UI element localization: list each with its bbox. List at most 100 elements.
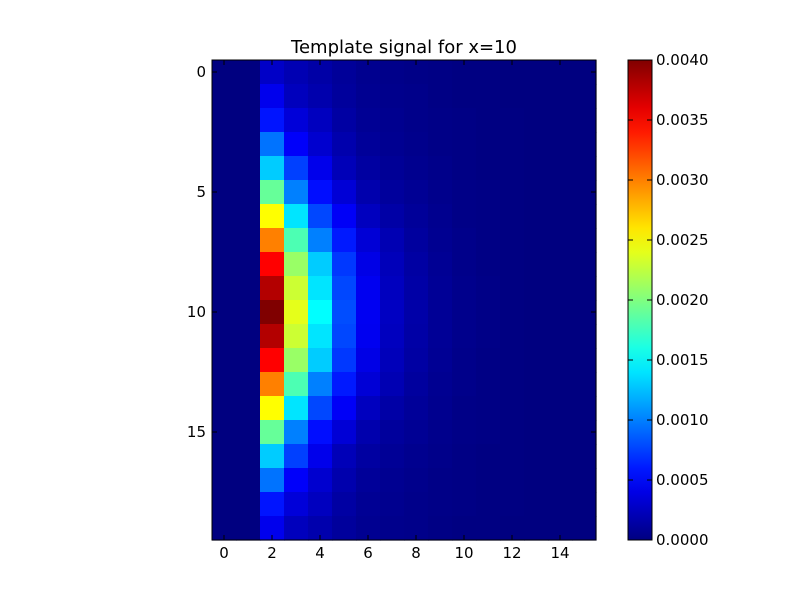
- heatmap-cell-r17-c8: [404, 468, 429, 493]
- heatmap-cell-r13-c1: [236, 372, 261, 397]
- heatmap-cell-r13-c4: [308, 372, 333, 397]
- heatmap-cell-r1-c9: [428, 84, 453, 109]
- heatmap-cell-r12-c14: [548, 348, 573, 373]
- heatmap-cell-r10-c8: [404, 300, 429, 325]
- heatmap-cell-r2-c12: [500, 108, 525, 133]
- heatmap-cell-r7-c6: [356, 228, 381, 253]
- heatmap-cell-r16-c15: [572, 444, 597, 469]
- heatmap-cell-r6-c15: [572, 204, 597, 229]
- heatmap-cell-r11-c13: [524, 324, 549, 349]
- heatmap-cell-r17-c5: [332, 468, 357, 493]
- heatmap-cell-r17-c7: [380, 468, 405, 493]
- heatmap-cell-r17-c15: [572, 468, 597, 493]
- heatmap-cell-r2-c9: [428, 108, 453, 133]
- heatmap-cell-r11-c6: [356, 324, 381, 349]
- heatmap-cell-r15-c4: [308, 420, 333, 445]
- heatmap-cell-r12-c10: [452, 348, 477, 373]
- heatmap-cell-r11-c3: [284, 324, 309, 349]
- heatmap-cell-r1-c5: [332, 84, 357, 109]
- heatmap-cell-r10-c4: [308, 300, 333, 325]
- heatmap-cell-r2-c0: [212, 108, 237, 133]
- heatmap-cell-r18-c10: [452, 492, 477, 517]
- y-tick-label: 5: [196, 183, 206, 201]
- heatmap-cell-r16-c12: [500, 444, 525, 469]
- heatmap-cell-r5-c3: [284, 180, 309, 205]
- heatmap-cell-r12-c9: [428, 348, 453, 373]
- heatmap-cell-r4-c12: [500, 156, 525, 181]
- heatmap-cell-r8-c8: [404, 252, 429, 277]
- heatmap-cell-r2-c3: [284, 108, 309, 133]
- heatmap-cell-r4-c3: [284, 156, 309, 181]
- heatmap-cell-r17-c12: [500, 468, 525, 493]
- heatmap-cell-r18-c6: [356, 492, 381, 517]
- heatmap-cell-r18-c1: [236, 492, 261, 517]
- x-tick-label: 4: [315, 544, 325, 562]
- heatmap-cell-r7-c3: [284, 228, 309, 253]
- heatmap-cell-r7-c5: [332, 228, 357, 253]
- heatmap-cell-r7-c1: [236, 228, 261, 253]
- heatmap-cell-r14-c10: [452, 396, 477, 421]
- heatmap-cell-r10-c10: [452, 300, 477, 325]
- heatmap-cell-r0-c3: [284, 60, 309, 85]
- heatmap-cell-r7-c11: [476, 228, 501, 253]
- heatmap-cell-r10-c9: [428, 300, 453, 325]
- heatmap-cell-r10-c12: [500, 300, 525, 325]
- heatmap-cell-r1-c4: [308, 84, 333, 109]
- heatmap-cell-r13-c7: [380, 372, 405, 397]
- heatmap-cell-r9-c13: [524, 276, 549, 301]
- heatmap-cell-r6-c6: [356, 204, 381, 229]
- heatmap-cell-r14-c4: [308, 396, 333, 421]
- heatmap-cell-r2-c8: [404, 108, 429, 133]
- heatmap-cell-r19-c1: [236, 516, 261, 541]
- heatmap-cell-r17-c14: [548, 468, 573, 493]
- heatmap-cell-r12-c15: [572, 348, 597, 373]
- heatmap-cell-r14-c0: [212, 396, 237, 421]
- heatmap-cell-r6-c12: [500, 204, 525, 229]
- heatmap-cell-r0-c13: [524, 60, 549, 85]
- heatmap-cell-r13-c11: [476, 372, 501, 397]
- heatmap-cell-r2-c13: [524, 108, 549, 133]
- x-tick-label: 12: [502, 544, 521, 562]
- heatmap-cell-r8-c13: [524, 252, 549, 277]
- heatmap-cell-r4-c13: [524, 156, 549, 181]
- heatmap-cell-r5-c12: [500, 180, 525, 205]
- heatmap-cell-r17-c9: [428, 468, 453, 493]
- colorbar-tick-label: 0.0000: [656, 531, 709, 549]
- heatmap-cell-r8-c5: [332, 252, 357, 277]
- heatmap-cell-r16-c2: [260, 444, 285, 469]
- x-tick-label: 14: [550, 544, 569, 562]
- heatmap-cell-r16-c10: [452, 444, 477, 469]
- heatmap-cell-r18-c0: [212, 492, 237, 517]
- heatmap-cell-r19-c13: [524, 516, 549, 541]
- x-axis: 0 2 4 6 8 10 12 14: [219, 60, 570, 562]
- heatmap-cell-r8-c0: [212, 252, 237, 277]
- heatmap-cell-r2-c15: [572, 108, 597, 133]
- heatmap-cell-r11-c1: [236, 324, 261, 349]
- heatmap-cell-r5-c10: [452, 180, 477, 205]
- colorbar-tick-label: 0.0040: [656, 51, 709, 69]
- heatmap-cell-r16-c3: [284, 444, 309, 469]
- heatmap-cell-r1-c11: [476, 84, 501, 109]
- heatmap-cell-r15-c5: [332, 420, 357, 445]
- heatmap-cell-r3-c9: [428, 132, 453, 157]
- heatmap-cell-r7-c9: [428, 228, 453, 253]
- heatmap-cell-r1-c7: [380, 84, 405, 109]
- heatmap-cell-r15-c3: [284, 420, 309, 445]
- heatmap-cell-r11-c2: [260, 324, 285, 349]
- heatmap-cell-r1-c1: [236, 84, 261, 109]
- heatmap-cell-r11-c7: [380, 324, 405, 349]
- heatmap-cell-r4-c2: [260, 156, 285, 181]
- heatmap-cell-r6-c8: [404, 204, 429, 229]
- heatmap-cell-r9-c6: [356, 276, 381, 301]
- heatmap-cell-r10-c11: [476, 300, 501, 325]
- heatmap-cell-r16-c11: [476, 444, 501, 469]
- heatmap-cell-r17-c1: [236, 468, 261, 493]
- colorbar-tick-label: 0.0020: [656, 291, 709, 309]
- heatmap-cell-r12-c2: [260, 348, 285, 373]
- heatmap-cell-r15-c12: [500, 420, 525, 445]
- heatmap-cell-r12-c13: [524, 348, 549, 373]
- heatmap-cell-r4-c1: [236, 156, 261, 181]
- heatmap-cell-r4-c6: [356, 156, 381, 181]
- heatmap-cell-r9-c3: [284, 276, 309, 301]
